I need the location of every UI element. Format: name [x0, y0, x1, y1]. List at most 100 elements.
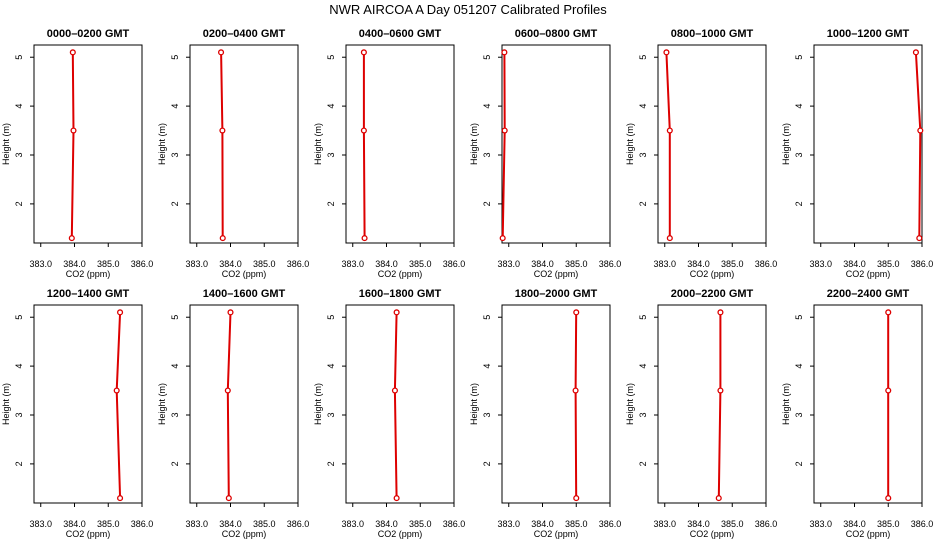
y-tick-label: 3 [170, 152, 180, 157]
x-tick-label: 386.0 [443, 519, 466, 529]
x-tick-label: 385.0 [97, 259, 120, 269]
panel-title: 1200–1400 GMT [47, 288, 130, 300]
y-tick-label: 5 [14, 315, 24, 320]
plot-frame [189, 44, 299, 244]
plot-frame [501, 44, 611, 244]
x-tick-label: 386.0 [599, 519, 622, 529]
y-tick-label: 2 [170, 201, 180, 206]
y-axis-label: Height (m) [469, 123, 479, 165]
data-point [225, 495, 232, 502]
data-point [663, 49, 670, 56]
x-tick-label: 383.0 [341, 519, 364, 529]
x-tick-label: 383.0 [185, 519, 208, 529]
y-axis-label: Height (m) [313, 383, 323, 425]
y-tick-label: 2 [794, 201, 804, 206]
data-point [227, 309, 234, 316]
y-tick-label: 3 [794, 412, 804, 417]
data-point [666, 127, 673, 134]
y-axis-label: Height (m) [1, 383, 11, 425]
data-point [393, 309, 400, 316]
data-point [885, 495, 892, 502]
y-tick-label: 2 [326, 201, 336, 206]
data-point [573, 309, 580, 316]
y-tick-label: 3 [638, 152, 648, 157]
y-tick-label: 4 [794, 104, 804, 109]
profile-line [226, 312, 232, 499]
y-tick-label: 2 [170, 461, 180, 466]
y-axis-label: Height (m) [781, 123, 791, 165]
plot-frame [189, 304, 299, 504]
x-axis-label: CO2 (ppm) [534, 529, 579, 539]
y-tick-label: 4 [638, 364, 648, 369]
y-tick-label: 2 [794, 461, 804, 466]
x-tick-label: 385.0 [253, 259, 276, 269]
plot-frame [33, 304, 143, 504]
y-tick-label: 4 [14, 364, 24, 369]
y-tick-label: 3 [482, 152, 492, 157]
x-tick-label: 383.0 [29, 519, 52, 529]
panel-title: 1000–1200 GMT [827, 28, 910, 40]
page-title: NWR AIRCOA A Day 051207 Calibrated Profi… [329, 2, 607, 17]
plot-frame [813, 44, 923, 244]
x-tick-label: 383.0 [185, 259, 208, 269]
profile-line [220, 52, 224, 239]
y-tick-label: 3 [482, 412, 492, 417]
data-point [393, 495, 400, 502]
data-point [715, 495, 722, 502]
data-point [717, 309, 724, 316]
y-tick-label: 2 [482, 201, 492, 206]
plot-frame [345, 44, 455, 244]
y-tick-label: 2 [326, 461, 336, 466]
data-point [391, 387, 398, 394]
x-axis-label: CO2 (ppm) [690, 529, 735, 539]
panel-title: 0800–1000 GMT [671, 28, 754, 40]
profile-line [70, 52, 75, 239]
data-point [219, 235, 226, 242]
y-tick-label: 2 [14, 201, 24, 206]
profile-line [393, 312, 398, 499]
y-tick-label: 3 [794, 152, 804, 157]
panel-title: 1800–2000 GMT [515, 288, 598, 300]
profile-line [501, 52, 506, 239]
x-tick-label: 384.0 [531, 259, 554, 269]
x-tick-label: 384.0 [375, 519, 398, 529]
data-point [916, 235, 923, 242]
x-tick-label: 383.0 [653, 259, 676, 269]
data-point [885, 309, 892, 316]
data-point [666, 235, 673, 242]
y-tick-label: 2 [14, 461, 24, 466]
y-axis-label: Height (m) [157, 123, 167, 165]
plot-frame [657, 44, 767, 244]
panel-title: 0400–0600 GMT [359, 28, 442, 40]
data-point [501, 127, 508, 134]
plot-frame [813, 304, 923, 504]
x-tick-label: 385.0 [877, 519, 900, 529]
profile-line [362, 52, 366, 239]
y-tick-label: 5 [326, 315, 336, 320]
data-point [68, 235, 75, 242]
x-tick-label: 384.0 [687, 259, 710, 269]
data-point [70, 127, 77, 134]
data-point [218, 49, 225, 56]
x-tick-label: 386.0 [911, 519, 934, 529]
data-point [499, 235, 506, 242]
y-tick-label: 4 [326, 104, 336, 109]
profile-line [115, 312, 122, 499]
y-axis-label: Height (m) [781, 383, 791, 425]
y-axis-label: Height (m) [313, 123, 323, 165]
y-tick-label: 4 [326, 364, 336, 369]
x-axis-label: CO2 (ppm) [66, 269, 111, 279]
profile-line [717, 312, 722, 499]
profile-line [574, 312, 578, 499]
x-tick-label: 385.0 [721, 259, 744, 269]
y-tick-label: 3 [170, 412, 180, 417]
data-point [717, 387, 724, 394]
panel-title: 2200–2400 GMT [827, 288, 910, 300]
y-tick-label: 5 [482, 315, 492, 320]
x-axis-label: CO2 (ppm) [222, 269, 267, 279]
x-tick-label: 383.0 [29, 259, 52, 269]
x-axis-label: CO2 (ppm) [846, 269, 891, 279]
x-axis-label: CO2 (ppm) [690, 269, 735, 279]
data-point [572, 387, 579, 394]
y-axis-label: Height (m) [157, 383, 167, 425]
